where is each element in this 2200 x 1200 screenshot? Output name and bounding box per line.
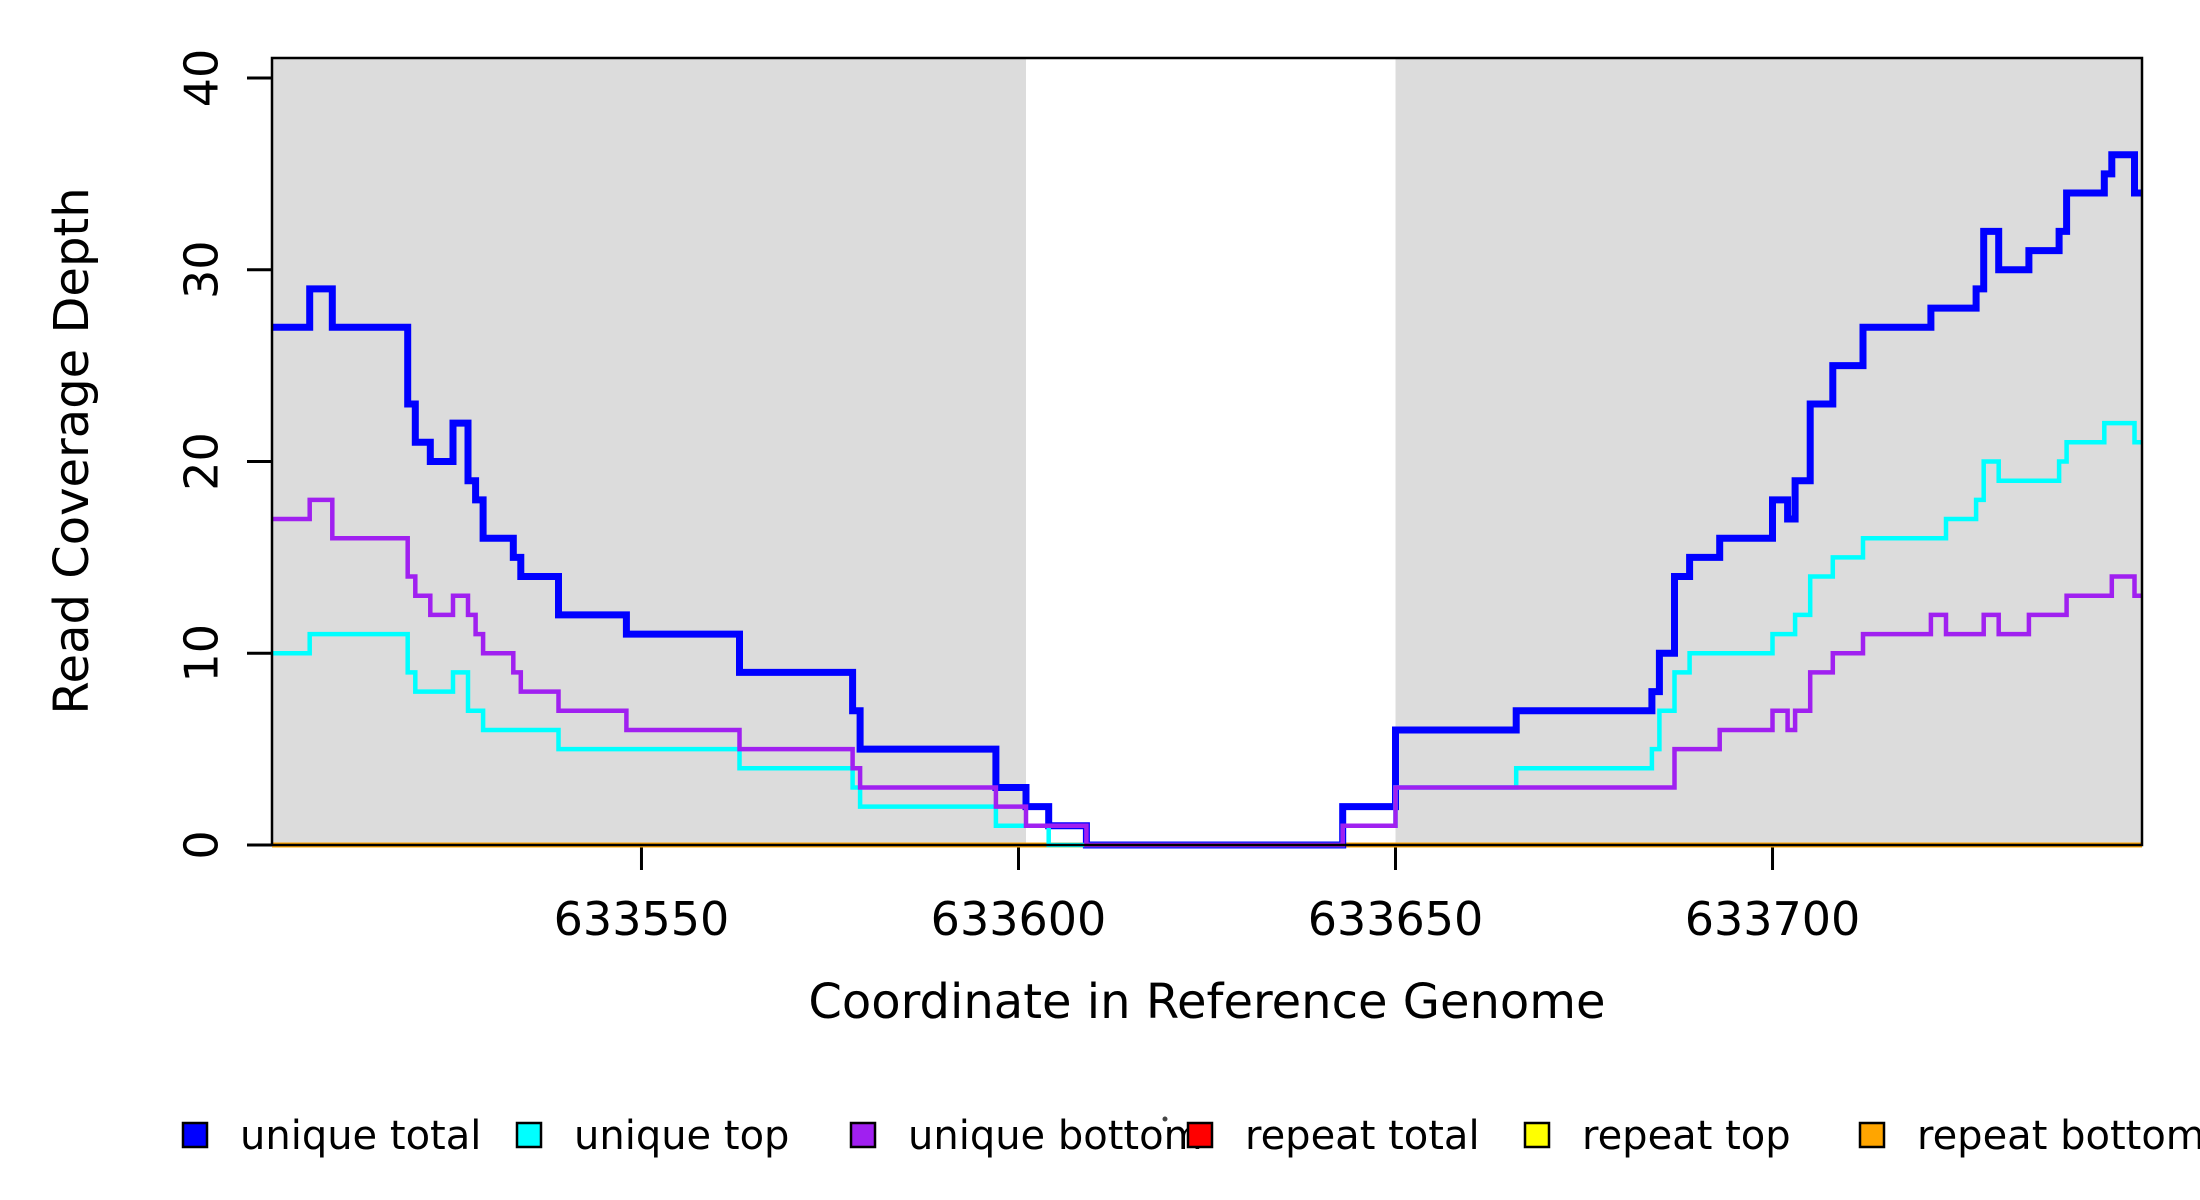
series-line-unique-bottom	[272, 497, 2142, 848]
legend-label: unique bottom	[908, 1113, 1203, 1159]
legend-swatch	[849, 1121, 877, 1149]
x-axis-title: Coordinate in Reference Genome	[808, 974, 1605, 1030]
legend-item-repeat-total: repeat total	[1186, 1113, 1480, 1159]
x-tick-label: 633600	[931, 892, 1107, 946]
shaded-regions	[272, 58, 2142, 845]
legend: unique total unique top unique bottom repea…	[181, 1113, 2200, 1159]
shaded-region	[272, 58, 1027, 845]
y-axis-title: Read Coverage Depth	[44, 187, 100, 714]
y-tick-label: 40	[175, 49, 229, 108]
axis-ticks: 633550 633600 633650 633700 0 10 20 30 40	[175, 49, 1861, 946]
legend-item-unique-bottom: unique bottom	[849, 1113, 1203, 1159]
legend-item-repeat-top: repeat top	[1523, 1113, 1791, 1159]
legend-item-repeat-bottom: repeat bottom	[1858, 1113, 2200, 1159]
legend-swatch	[181, 1121, 209, 1149]
y-tick-label: 20	[175, 432, 229, 491]
legend-label: repeat total	[1245, 1113, 1480, 1159]
legend-label: repeat bottom	[1917, 1113, 2200, 1159]
legend-item-unique-top: unique top	[515, 1113, 789, 1159]
x-tick-label: 633550	[554, 892, 730, 946]
legend-label: repeat top	[1582, 1113, 1791, 1159]
legend-swatch	[1186, 1121, 1214, 1149]
y-tick-label: 10	[175, 624, 229, 683]
legend-swatch	[1523, 1121, 1551, 1149]
legend-swatch	[1858, 1121, 1886, 1149]
series-line-unique-total	[272, 151, 2142, 849]
legend-label: unique total	[240, 1113, 481, 1159]
stray-dot-artifact	[1162, 1116, 1168, 1122]
legend-label: unique top	[574, 1113, 789, 1159]
x-tick-label: 633650	[1308, 892, 1484, 946]
legend-swatch	[515, 1121, 543, 1149]
series-line-unique-top	[272, 420, 2142, 848]
legend-item-unique-total: unique total	[181, 1113, 481, 1159]
x-tick-label: 633700	[1685, 892, 1861, 946]
y-tick-label: 30	[175, 240, 229, 299]
y-tick-label: 0	[175, 830, 229, 859]
plot-frame	[270, 56, 2144, 847]
